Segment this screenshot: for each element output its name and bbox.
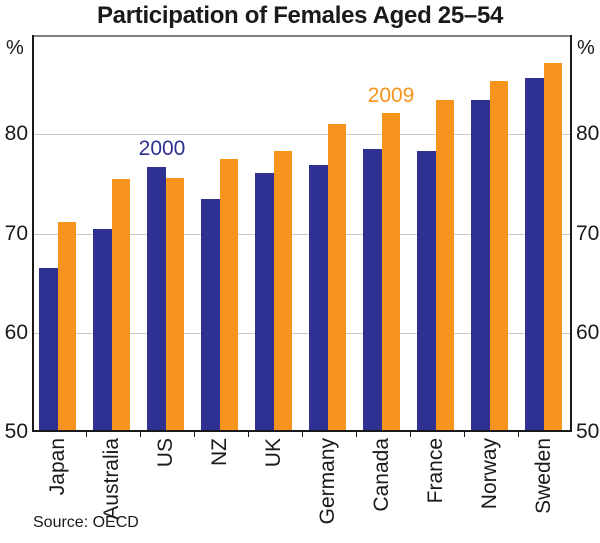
plot-frame-top — [32, 35, 572, 37]
x-label-canada: Canada — [370, 438, 394, 512]
y-label-left-60: 60 — [4, 321, 28, 344]
x-label-uk: UK — [262, 438, 286, 468]
x-axis-tick — [464, 432, 465, 437]
bar-norway-2009 — [489, 80, 509, 430]
y-label-left-70: 70 — [4, 222, 28, 245]
bar-nz-2009 — [219, 159, 239, 430]
x-axis-tick — [356, 432, 357, 437]
x-label-australia: Australia — [100, 438, 124, 520]
bar-canada-2009 — [381, 113, 401, 430]
x-axis-tick — [86, 432, 87, 437]
bar-uk-2009 — [273, 151, 293, 430]
plot-frame-left — [32, 35, 34, 432]
bar-sweden-2009 — [543, 62, 563, 430]
y-label-left-50: 50 — [4, 420, 28, 443]
plot-frame-bottom — [32, 430, 572, 432]
x-axis-tick — [194, 432, 195, 437]
bar-germany-2009 — [327, 124, 347, 430]
bar-australia-2009 — [111, 178, 131, 430]
bar-japan-2009 — [57, 221, 77, 430]
percent-label-left: % — [6, 37, 24, 59]
bar-norway-2000 — [471, 99, 490, 430]
bar-sweden-2000 — [525, 77, 544, 430]
source-note: Source: OECD — [33, 514, 139, 531]
x-axis-tick — [302, 432, 303, 437]
gridline-60 — [34, 333, 570, 334]
x-axis-tick — [410, 432, 411, 437]
y-label-left-80: 80 — [4, 122, 28, 145]
series-label-2009: 2009 — [367, 84, 415, 107]
y-label-right-60: 60 — [576, 321, 600, 344]
x-label-us: US — [154, 438, 178, 468]
x-axis-tick — [248, 432, 249, 437]
percent-label-right: % — [577, 37, 595, 59]
bar-germany-2000 — [309, 165, 328, 430]
bar-japan-2000 — [39, 268, 58, 430]
bar-us-2000 — [147, 167, 166, 430]
bar-uk-2000 — [255, 173, 274, 430]
x-label-japan: Japan — [46, 438, 70, 496]
x-axis-tick — [518, 432, 519, 437]
y-label-right-80: 80 — [576, 122, 600, 145]
chart-title: Participation of Females Aged 25–54 — [96, 2, 504, 29]
bar-france-2000 — [417, 151, 436, 430]
x-label-nz: NZ — [208, 438, 232, 466]
bar-us-2009 — [165, 177, 185, 430]
bar-france-2009 — [435, 99, 455, 430]
bar-nz-2000 — [201, 198, 220, 430]
gridline-70 — [34, 234, 570, 235]
y-label-right-70: 70 — [576, 222, 600, 245]
x-label-norway: Norway — [478, 438, 502, 510]
bar-australia-2000 — [93, 228, 112, 430]
series-label-2000: 2000 — [138, 137, 186, 160]
x-axis-tick — [140, 432, 141, 437]
x-label-sweden: Sweden — [532, 438, 556, 514]
plot-frame-right — [570, 35, 572, 432]
gridline-80 — [34, 134, 570, 135]
x-label-germany: Germany — [316, 438, 340, 525]
x-label-france: France — [424, 438, 448, 504]
y-label-right-50: 50 — [576, 420, 600, 443]
bar-canada-2000 — [363, 149, 382, 430]
